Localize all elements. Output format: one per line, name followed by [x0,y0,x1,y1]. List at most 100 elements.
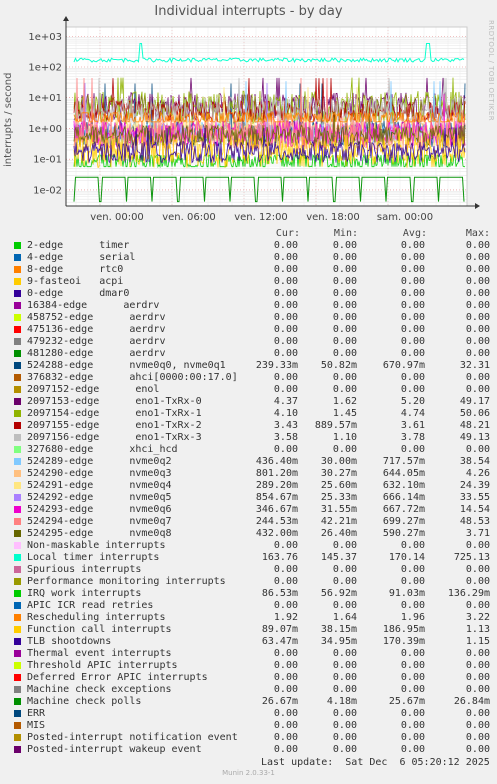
legend-value: 4.18m [326,696,357,707]
series-line [73,77,466,127]
legend-value: 170.39m [382,636,425,647]
legend-value: 590.27m [382,528,425,539]
y-tick-label: 1e-01 [33,155,62,166]
legend-value: 699.27m [382,516,425,527]
legend-value: 186.95m [382,624,425,635]
legend-swatch [14,374,21,381]
x-tick-label: ven. 18:00 [306,212,360,223]
legend-value: 0.00 [400,600,425,611]
legend-value: 0.00 [273,540,298,551]
legend-value: 0.00 [465,576,490,587]
legend-value: 1.62 [332,396,357,407]
legend-value: 1.45 [332,408,357,419]
legend-value: 239.33m [255,360,298,371]
legend-value: 801.20m [255,468,298,479]
legend-value: 0.00 [465,348,490,359]
legend-value: 436.40m [255,456,298,467]
legend-value: 25.33m [320,492,357,503]
legend-row: Machine check polls 26.67m 4.18m 25.67m 26.8… [0,696,497,708]
legend-value: 49.17 [459,396,490,407]
legend-row: Local timer interrupts 163.76 145.37 170.14… [0,552,497,564]
legend-value: 0.00 [465,540,490,551]
legend-value: 0.00 [273,348,298,359]
legend-value: 289.20m [255,480,298,491]
legend-swatch [14,626,21,633]
legend-value: 145.37 [320,552,357,563]
legend-row: 9-fasteoi acpi 0.00 0.00 0.00 0.00 [0,276,497,288]
col-header-min: Min: [333,228,358,239]
legend-row: Threshold APIC interrupts 0.00 0.00 0.00 0.0… [0,660,497,672]
legend-value: 0.00 [400,252,425,263]
legend-row: Deferred Error APIC interrupts 0.00 0.00 0.… [0,672,497,684]
legend-value: 667.72m [382,504,425,515]
legend-name: 524292-edge nvme0q5 [27,492,172,503]
legend-value: 0.00 [332,300,357,311]
legend-name: ERR [27,708,46,719]
legend-value: 0.00 [465,648,490,659]
legend-row: Rescheduling interrupts 1.92 1.64 1.96 3.22 [0,612,497,624]
legend-swatch [14,278,21,285]
legend-value: 0.00 [465,240,490,251]
legend-value: 0.00 [465,720,490,731]
legend-value: 0.00 [465,384,490,395]
legend-row: 2097152-edge enol 0.00 0.00 0.00 0.00 [0,384,497,396]
legend-name: Thermal event interrupts [27,648,172,659]
legend-value: 889.57m [314,420,357,431]
legend-row: 524292-edge nvme0q5 854.67m 25.33m 666.14m 3… [0,492,497,504]
last-update: Last update: Sat Dec 6 05:20:12 2025 [261,757,490,768]
legend-swatch [14,710,21,717]
legend-value: 0.00 [465,672,490,683]
legend-value: 0.00 [273,660,298,671]
legend-value: 0.00 [273,600,298,611]
legend-value: 0.00 [465,684,490,695]
legend-name: IRQ work interrupts [27,588,142,599]
legend-value: 56.92m [320,588,357,599]
legend-name: Threshold APIC interrupts [27,660,178,671]
legend-row: 2-edge timer 0.00 0.00 0.00 0.00 [0,240,497,252]
legend-value: 0.00 [400,336,425,347]
legend-name: Rescheduling interrupts [27,612,166,623]
legend-value: 0.00 [273,744,298,755]
chart-title: Individual interrupts - by day [154,4,343,19]
legend-row: 524293-edge nvme0q6 346.67m 31.55m 667.72m 1… [0,504,497,516]
legend-value: 32.31 [459,360,490,371]
legend-swatch [14,326,21,333]
legend-value: 3.58 [273,432,298,443]
legend-value: 0.00 [400,300,425,311]
legend-row: 8-edge rtc0 0.00 0.00 0.00 0.00 [0,264,497,276]
legend-value: 48.21 [459,420,490,431]
y-tick-label: 1e+03 [28,32,62,43]
series-line [73,127,466,164]
legend-value: 3.71 [465,528,490,539]
x-tick-label: ven. 06:00 [162,212,216,223]
legend-row: 524290-edge nvme0q3 801.20m 30.27m 644.05m 4… [0,468,497,480]
legend-value: 5.20 [400,396,425,407]
legend-name: 376832-edge ahci[0000:00:17.0] [27,372,238,383]
legend-value: 63.47m [261,636,298,647]
legend-value: 34.95m [320,636,357,647]
legend-row: 524289-edge nvme0q2 436.40m 30.00m 717.57m 3… [0,456,497,468]
legend-value: 0.00 [400,648,425,659]
legend-swatch [14,542,21,549]
legend-value: 0.00 [273,288,298,299]
legend-swatch [14,698,21,705]
legend-swatch [14,638,21,645]
legend-value: 0.00 [400,744,425,755]
legend-value: 3.43 [273,420,298,431]
legend-row: 458752-edge aerdrv 0.00 0.00 0.00 0.00 [0,312,497,324]
legend-swatch [14,242,21,249]
legend-swatch [14,458,21,465]
legend-row: 4-edge serial 0.00 0.00 0.00 0.00 [0,252,497,264]
legend-swatch [14,350,21,357]
legend-value: 14.54 [459,504,490,515]
legend-value: 3.78 [400,432,425,443]
legend-row: 0-edge dmar0 0.00 0.00 0.00 0.00 [0,288,497,300]
legend-value: 0.00 [400,240,425,251]
legend-name: Non-maskable interrupts [27,540,166,551]
legend-value: 0.00 [400,444,425,455]
legend-value: 3.61 [400,420,425,431]
legend-row: 2097156-edge eno1-TxRx-3 3.58 1.10 3.78 49.1… [0,432,497,444]
legend-value: 346.67m [255,504,298,515]
legend-value: 4.37 [273,396,298,407]
legend-value: 91.03m [388,588,425,599]
